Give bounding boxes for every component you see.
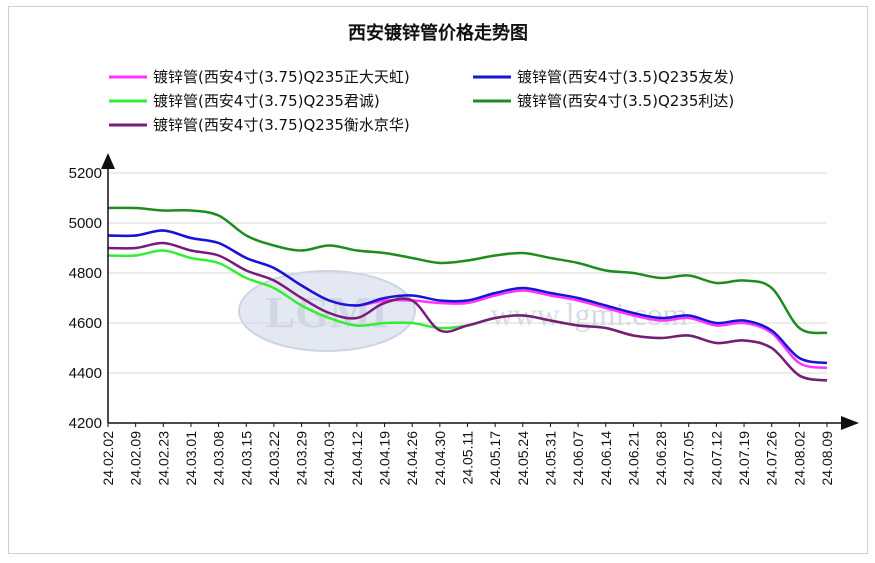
legend-label-2: 镀锌管(西安4寸(3.5)Q235友发)	[517, 68, 734, 86]
x-tick-label: 24.06.14	[598, 431, 614, 486]
y-tick-label: 5200	[69, 165, 102, 182]
series-line-4	[107, 206, 828, 335]
chart-title: 西安镀锌管价格走势图	[348, 22, 528, 44]
y-tick-label: 5000	[69, 215, 102, 232]
x-tick-label: 24.07.19	[736, 431, 752, 486]
chart-frame: 西安镀锌管价格走势图 镀锌管(西安4寸(3.75)Q235正大天虹) 镀锌管(西安…	[8, 6, 868, 554]
x-tick-label: 24.02.09	[128, 431, 144, 486]
legend-label-5: 镀锌管(西安4寸(3.75)Q235衡水京华)	[153, 116, 410, 134]
y-tick-label: 4600	[69, 315, 102, 332]
x-tick-label: 24.03.08	[211, 431, 227, 486]
x-tick-label: 24.03.01	[183, 431, 199, 486]
legend-label-4: 镀锌管(西安4寸(3.5)Q235利达)	[517, 92, 734, 110]
x-tick-label: 24.02.23	[155, 431, 171, 486]
legend: 镀锌管(西安4寸(3.75)Q235正大天虹) 镀锌管(西安4寸(3.5)Q235…	[109, 68, 734, 134]
x-tick-label: 24.07.05	[681, 431, 697, 486]
x-tick-label: 24.03.15	[238, 431, 254, 486]
series-line-1	[107, 229, 828, 370]
x-tick-label: 24.02.02	[100, 431, 116, 486]
x-axis-arrow	[841, 416, 859, 430]
x-tick-label: 24.03.29	[294, 431, 310, 486]
x-tick-label: 24.05.31	[542, 431, 558, 486]
legend-label-1: 镀锌管(西安4寸(3.75)Q235正大天虹)	[153, 68, 410, 86]
x-tick-label: 24.03.22	[266, 431, 282, 486]
y-tick-label: 4800	[69, 265, 102, 282]
x-tick-label: 24.06.07	[570, 431, 586, 486]
x-tick-label: 24.04.12	[349, 431, 365, 486]
x-tick-label: 24.04.26	[404, 431, 420, 486]
x-tick-label: 24.08.09	[819, 431, 835, 486]
x-tick-label: 24.04.19	[377, 431, 393, 486]
axes	[101, 153, 859, 430]
y-tick-label: 4200	[69, 415, 102, 432]
y-axis-ticks: 4200 4400 4600 4800 5000 5200	[69, 165, 102, 432]
x-tick-label: 24.07.12	[708, 431, 724, 486]
legend-label-3: 镀锌管(西安4寸(3.75)Q235君诚)	[153, 92, 380, 110]
y-tick-label: 4400	[69, 365, 102, 382]
x-tick-label: 24.05.17	[487, 431, 503, 486]
series-line-2	[107, 229, 828, 365]
x-tick-label: 24.08.02	[791, 431, 807, 486]
x-tick-label: 24.06.21	[625, 431, 641, 486]
x-tick-label: 24.05.11	[460, 431, 476, 485]
x-tick-label: 24.06.28	[653, 431, 669, 486]
series-line-5	[107, 241, 828, 382]
gridlines	[108, 172, 827, 374]
line-chart: 西安镀锌管价格走势图 镀锌管(西安4寸(3.75)Q235正大天虹) 镀锌管(西安…	[69, 22, 859, 486]
series-line-3	[107, 249, 828, 382]
x-tick-label: 24.05.24	[515, 431, 531, 486]
x-tick-label: 24.07.26	[764, 431, 780, 486]
x-tick-label: 24.04.03	[321, 431, 337, 486]
series-lines	[107, 206, 828, 382]
x-axis-ticks: 24.02.02 24.02.09 24.02.23 24.03.01 24.03.08…	[100, 423, 835, 486]
x-tick-label: 24.04.30	[432, 431, 448, 486]
y-axis-arrow	[101, 153, 115, 169]
